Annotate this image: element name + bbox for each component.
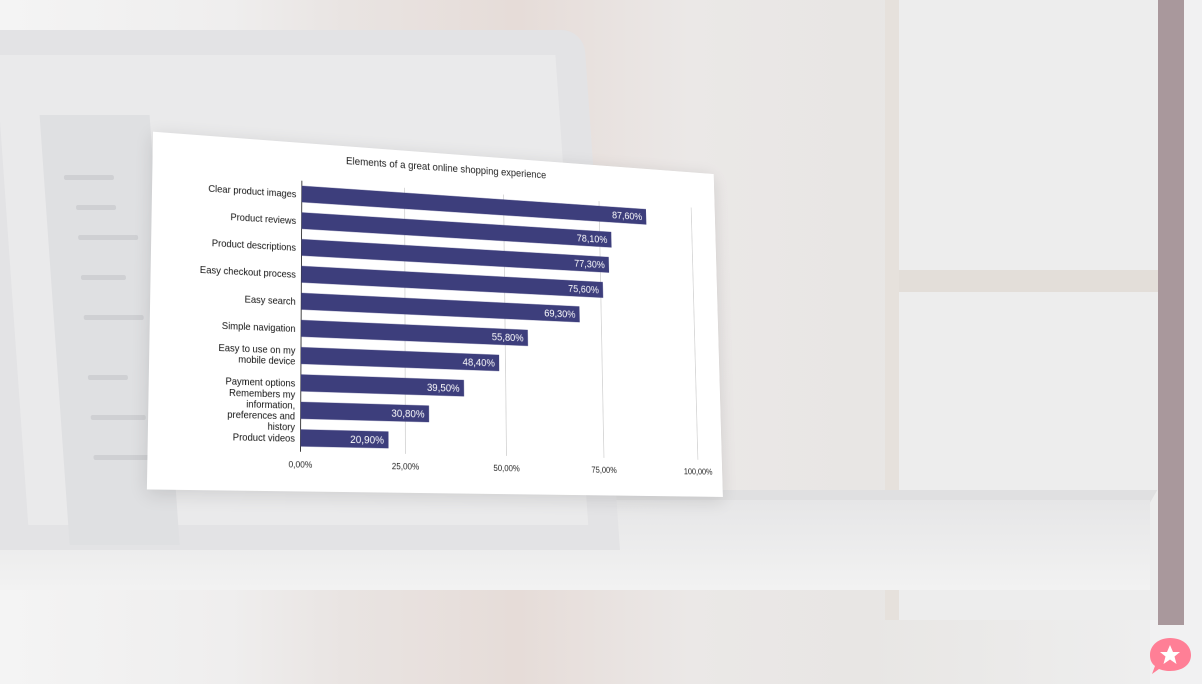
category-label: Simple navigation: [222, 321, 296, 335]
data-label: 69,30%: [544, 308, 576, 321]
data-label: 87,60%: [612, 210, 643, 223]
gridline: [691, 207, 698, 459]
category-label: Product reviews: [230, 212, 296, 227]
category-label: Clear product images: [208, 184, 296, 201]
data-label: 78,10%: [577, 233, 608, 246]
bar: [301, 293, 579, 322]
category-label: Easy to use on mymobile device: [218, 343, 295, 368]
data-label: 20,90%: [350, 434, 384, 447]
category-label: Product descriptions: [212, 238, 296, 254]
x-tick-label: 0,00%: [289, 459, 313, 470]
star-chat-bubble-icon[interactable]: [1149, 636, 1192, 676]
x-tick-label: 25,00%: [392, 461, 420, 471]
x-tick-label: 100,00%: [684, 467, 713, 477]
category-label: Easy search: [245, 294, 296, 307]
scrollbar[interactable]: [1158, 0, 1184, 625]
category-label: Easy checkout process: [200, 265, 296, 281]
data-label: 30,80%: [391, 408, 425, 421]
data-label: 55,80%: [492, 331, 524, 344]
category-label: Remembers myinformation,preferences andh…: [227, 388, 295, 434]
data-label: 48,40%: [463, 357, 496, 370]
data-label: 75,60%: [568, 283, 599, 296]
x-tick-label: 75,00%: [591, 465, 617, 475]
category-label: Product videos: [233, 432, 295, 445]
data-label: 77,30%: [574, 258, 605, 271]
bar: [301, 266, 603, 298]
bar-chart: 0,00% 25,00% 50,00% 75,00% 100,00% 87,60% Clea…: [147, 132, 723, 497]
chart-card: Elements of a great online shopping expe…: [147, 132, 723, 497]
data-label: 39,50%: [427, 382, 460, 395]
x-tick-label: 50,00%: [493, 463, 520, 473]
